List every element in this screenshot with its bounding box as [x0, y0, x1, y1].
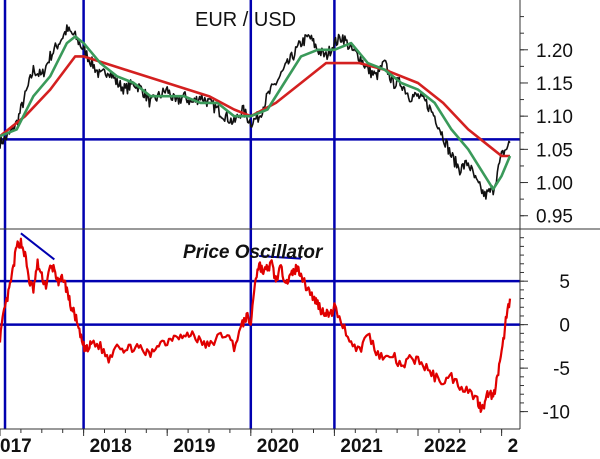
price-series [0, 24, 512, 200]
price-tick-label-0: 1.20 [536, 41, 573, 62]
oscillator-axis-ticks: 5 0 -5 -10 [520, 237, 570, 424]
oscillator-chart-title: Price Oscillator [183, 242, 324, 263]
oscillator-tick-label-2: -5 [553, 359, 570, 380]
x-tick-label-5: 2022 [424, 436, 466, 457]
oscillator-tick-label-3: -10 [543, 403, 570, 424]
oscillator-guide-lines [0, 229, 520, 429]
x-axis-ticks: 017 2018 2019 2020 2021 2022 2 [0, 429, 518, 457]
price-chart-title: EUR / USD [195, 9, 296, 31]
x-tick-label-3: 2020 [257, 436, 299, 457]
price-tick-label-1: 1.15 [536, 74, 573, 95]
divergence-lines [20, 232, 302, 261]
x-tick-label-2: 2019 [173, 436, 215, 457]
divergence-line-0 [20, 232, 55, 261]
oscillator-line [0, 237, 512, 413]
x-tick-label-4: 2021 [340, 436, 383, 457]
divergence-line-1 [259, 254, 302, 260]
price-tick-label-3: 1.05 [536, 140, 573, 161]
price-guide-lines [0, 0, 520, 229]
price-axis-ticks: 1.20 1.15 1.10 1.05 1.00 0.95 [520, 16, 573, 228]
price-tick-label-4: 1.00 [536, 174, 573, 195]
long-moving-average-line [0, 55, 510, 158]
oscillator-series [0, 237, 512, 413]
x-tick-label-6: 2 [508, 436, 519, 457]
oscillator-panel: 5 0 -5 -10 Price Oscillator [0, 229, 570, 429]
price-line [0, 24, 511, 200]
price-panel: 1.20 1.15 1.10 1.05 1.00 0.95 EUR / USD [0, 0, 573, 229]
x-tick-label-1: 2018 [90, 436, 132, 457]
oscillator-tick-label-1: 0 [559, 316, 570, 337]
x-tick-label-0: 017 [0, 436, 32, 457]
oscillator-tick-label-0: 5 [559, 272, 570, 293]
price-tick-label-5: 0.95 [536, 207, 573, 228]
short-moving-average-line [0, 35, 512, 191]
price-tick-label-2: 1.10 [536, 107, 573, 128]
